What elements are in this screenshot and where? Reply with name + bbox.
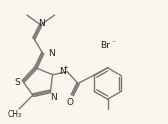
Text: ⁻: ⁻ xyxy=(112,38,116,47)
Text: S: S xyxy=(14,78,20,87)
Text: N: N xyxy=(59,67,66,76)
Text: O: O xyxy=(67,98,74,107)
Text: Br: Br xyxy=(100,41,110,50)
Text: N: N xyxy=(50,93,57,102)
Text: +: + xyxy=(62,65,68,71)
Text: N: N xyxy=(49,49,55,58)
Text: CH₃: CH₃ xyxy=(8,110,22,119)
Text: N: N xyxy=(38,19,45,28)
